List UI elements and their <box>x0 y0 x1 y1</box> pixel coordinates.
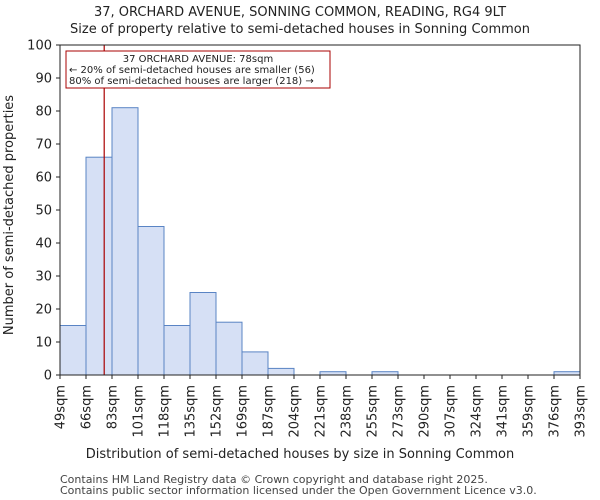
annotation-box: 37 ORCHARD AVENUE: 78sqm ← 20% of semi-d… <box>65 50 331 89</box>
bar-187sqm <box>267 367 295 376</box>
bars-group <box>59 107 581 376</box>
x-tick-label-376sqm: 376sqm <box>548 385 563 438</box>
footer-line-2: Contains public sector information licen… <box>60 484 537 497</box>
y-tick-label-70: 70 <box>35 138 52 153</box>
x-tick-label-118sqm: 118sqm <box>158 385 173 438</box>
bar-152sqm <box>215 321 243 376</box>
x-tick-label-152sqm: 152sqm <box>210 385 225 438</box>
x-tick-label-341sqm: 341sqm <box>496 385 511 438</box>
y-axis-label: Number of semi-detached properties <box>2 95 17 335</box>
x-tick-label-324sqm: 324sqm <box>470 385 485 438</box>
bar-135sqm <box>189 292 217 376</box>
x-tick-label-221sqm: 221sqm <box>314 385 329 438</box>
y-tick-label-10: 10 <box>35 336 52 351</box>
x-tick-label-83sqm: 83sqm <box>106 385 121 429</box>
chart-subtitle: Size of property relative to semi-detach… <box>70 22 530 37</box>
y-axis-ticks: 0 10 20 30 40 50 60 70 80 90 100 <box>27 39 60 384</box>
y-tick-label-80: 80 <box>35 105 52 120</box>
x-tick-label-169sqm: 169sqm <box>236 385 251 438</box>
x-tick-label-393sqm: 393sqm <box>574 385 589 438</box>
bar-101sqm <box>137 226 165 376</box>
annotation-line-2: ← 20% of semi-detached houses are smalle… <box>69 65 315 76</box>
chart-title: 37, ORCHARD AVENUE, SONNING COMMON, READ… <box>94 5 506 20</box>
y-tick-label-90: 90 <box>35 72 52 87</box>
y-tick-label-60: 60 <box>35 171 52 186</box>
x-tick-label-255sqm: 255sqm <box>366 385 381 438</box>
bar-49sqm <box>59 325 87 376</box>
x-tick-label-359sqm: 359sqm <box>522 385 537 438</box>
y-tick-label-40: 40 <box>35 237 52 252</box>
x-tick-label-307sqm: 307sqm <box>444 385 459 438</box>
y-tick-label-50: 50 <box>35 204 52 219</box>
bar-118sqm <box>163 325 191 376</box>
x-tick-label-187sqm: 187sqm <box>262 385 277 438</box>
y-tick-label-100: 100 <box>27 39 52 54</box>
footer-line-1: Contains HM Land Registry data © Crown c… <box>60 473 488 486</box>
x-tick-label-101sqm: 101sqm <box>132 385 147 438</box>
x-axis-ticks: 49sqm 66sqm 83sqm 101sqm 118sqm 135sqm 152sqm 1… <box>54 375 589 438</box>
bar-169sqm <box>241 351 269 376</box>
y-tick-label-20: 20 <box>35 303 52 318</box>
x-tick-label-273sqm: 273sqm <box>392 385 407 438</box>
x-tick-label-204sqm: 204sqm <box>288 385 303 438</box>
x-axis-label: Distribution of semi-detached houses by … <box>86 447 514 462</box>
bar-83sqm <box>111 107 139 376</box>
annotation-frame <box>65 50 331 89</box>
x-tick-label-49sqm: 49sqm <box>54 385 69 429</box>
x-tick-label-238sqm: 238sqm <box>340 385 355 438</box>
bar-66sqm <box>85 156 113 376</box>
x-tick-label-66sqm: 66sqm <box>80 385 95 429</box>
annotation-line-3: 80% of semi-detached houses are larger (… <box>69 76 314 87</box>
y-tick-label-0: 0 <box>44 369 52 384</box>
x-tick-label-135sqm: 135sqm <box>184 385 199 438</box>
annotation-line-1: 37 ORCHARD AVENUE: 78sqm <box>123 54 273 65</box>
y-tick-label-30: 30 <box>35 270 52 285</box>
x-tick-label-290sqm: 290sqm <box>418 385 433 438</box>
